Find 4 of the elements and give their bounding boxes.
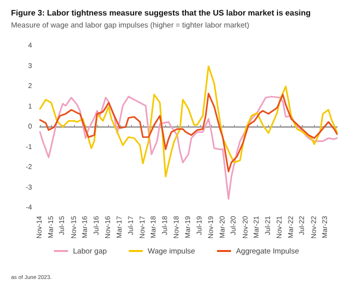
line-series	[39, 92, 338, 172]
line-series	[39, 96, 338, 200]
chart-title: Figure 3: Labor tightness measure suggests that the US labor market is easing	[11, 8, 311, 18]
line-series	[39, 65, 338, 178]
